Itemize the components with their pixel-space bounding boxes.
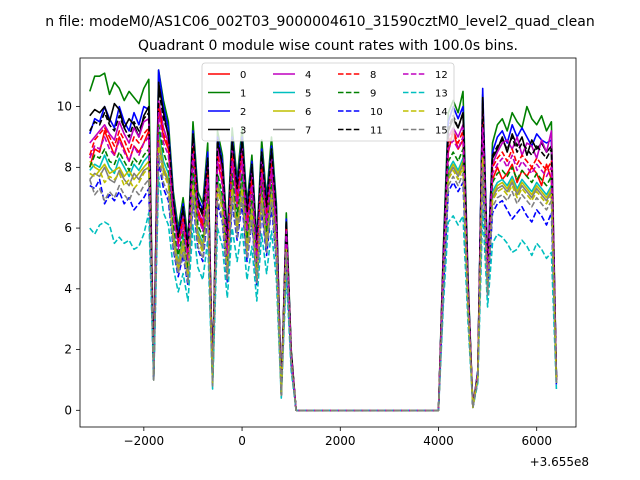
y-tick-label: 6 bbox=[64, 221, 72, 235]
y-tick-label: 4 bbox=[64, 282, 72, 296]
y-tick-label: 8 bbox=[64, 160, 72, 174]
legend-label-3: 3 bbox=[240, 126, 246, 137]
legend-label-4: 4 bbox=[305, 70, 311, 81]
y-tick-label: 2 bbox=[64, 343, 72, 357]
legend-label-7: 7 bbox=[305, 126, 311, 137]
plot-lines bbox=[89, 69, 558, 412]
legend-label-6: 6 bbox=[305, 107, 311, 118]
legend-label-15: 15 bbox=[435, 126, 448, 137]
plot-frame bbox=[79, 57, 577, 428]
series-line-13 bbox=[89, 175, 558, 412]
legend-label-2: 2 bbox=[240, 107, 246, 118]
legend-label-9: 9 bbox=[370, 89, 376, 100]
legend-label-10: 10 bbox=[370, 107, 383, 118]
series-line-15 bbox=[89, 154, 558, 412]
x-tick-label: 4000 bbox=[423, 434, 454, 448]
legend-label-12: 12 bbox=[435, 70, 448, 81]
y-tick-label: 10 bbox=[57, 100, 72, 114]
figure-suptitle: n file: modeM0/AS1C06_002T03_9000004610_… bbox=[45, 14, 594, 30]
legend-label-8: 8 bbox=[370, 70, 376, 81]
legend-label-0: 0 bbox=[240, 70, 246, 81]
legend-label-5: 5 bbox=[305, 89, 311, 100]
legend-label-11: 11 bbox=[370, 126, 383, 137]
chart-title: Quadrant 0 module wise count rates with … bbox=[138, 38, 518, 54]
legend-box bbox=[201, 62, 455, 142]
x-tick-label: 6000 bbox=[521, 434, 552, 448]
y-tick-label: 0 bbox=[64, 403, 72, 417]
x-tick-label: 2000 bbox=[325, 434, 356, 448]
x-tick-label: 0 bbox=[238, 434, 246, 448]
x-axis-offset-label: +3.655e8 bbox=[530, 455, 589, 469]
legend-label-14: 14 bbox=[435, 107, 448, 118]
legend-label-13: 13 bbox=[435, 89, 448, 100]
legend-label-1: 1 bbox=[240, 89, 246, 100]
x-tick-label: −2000 bbox=[124, 434, 165, 448]
